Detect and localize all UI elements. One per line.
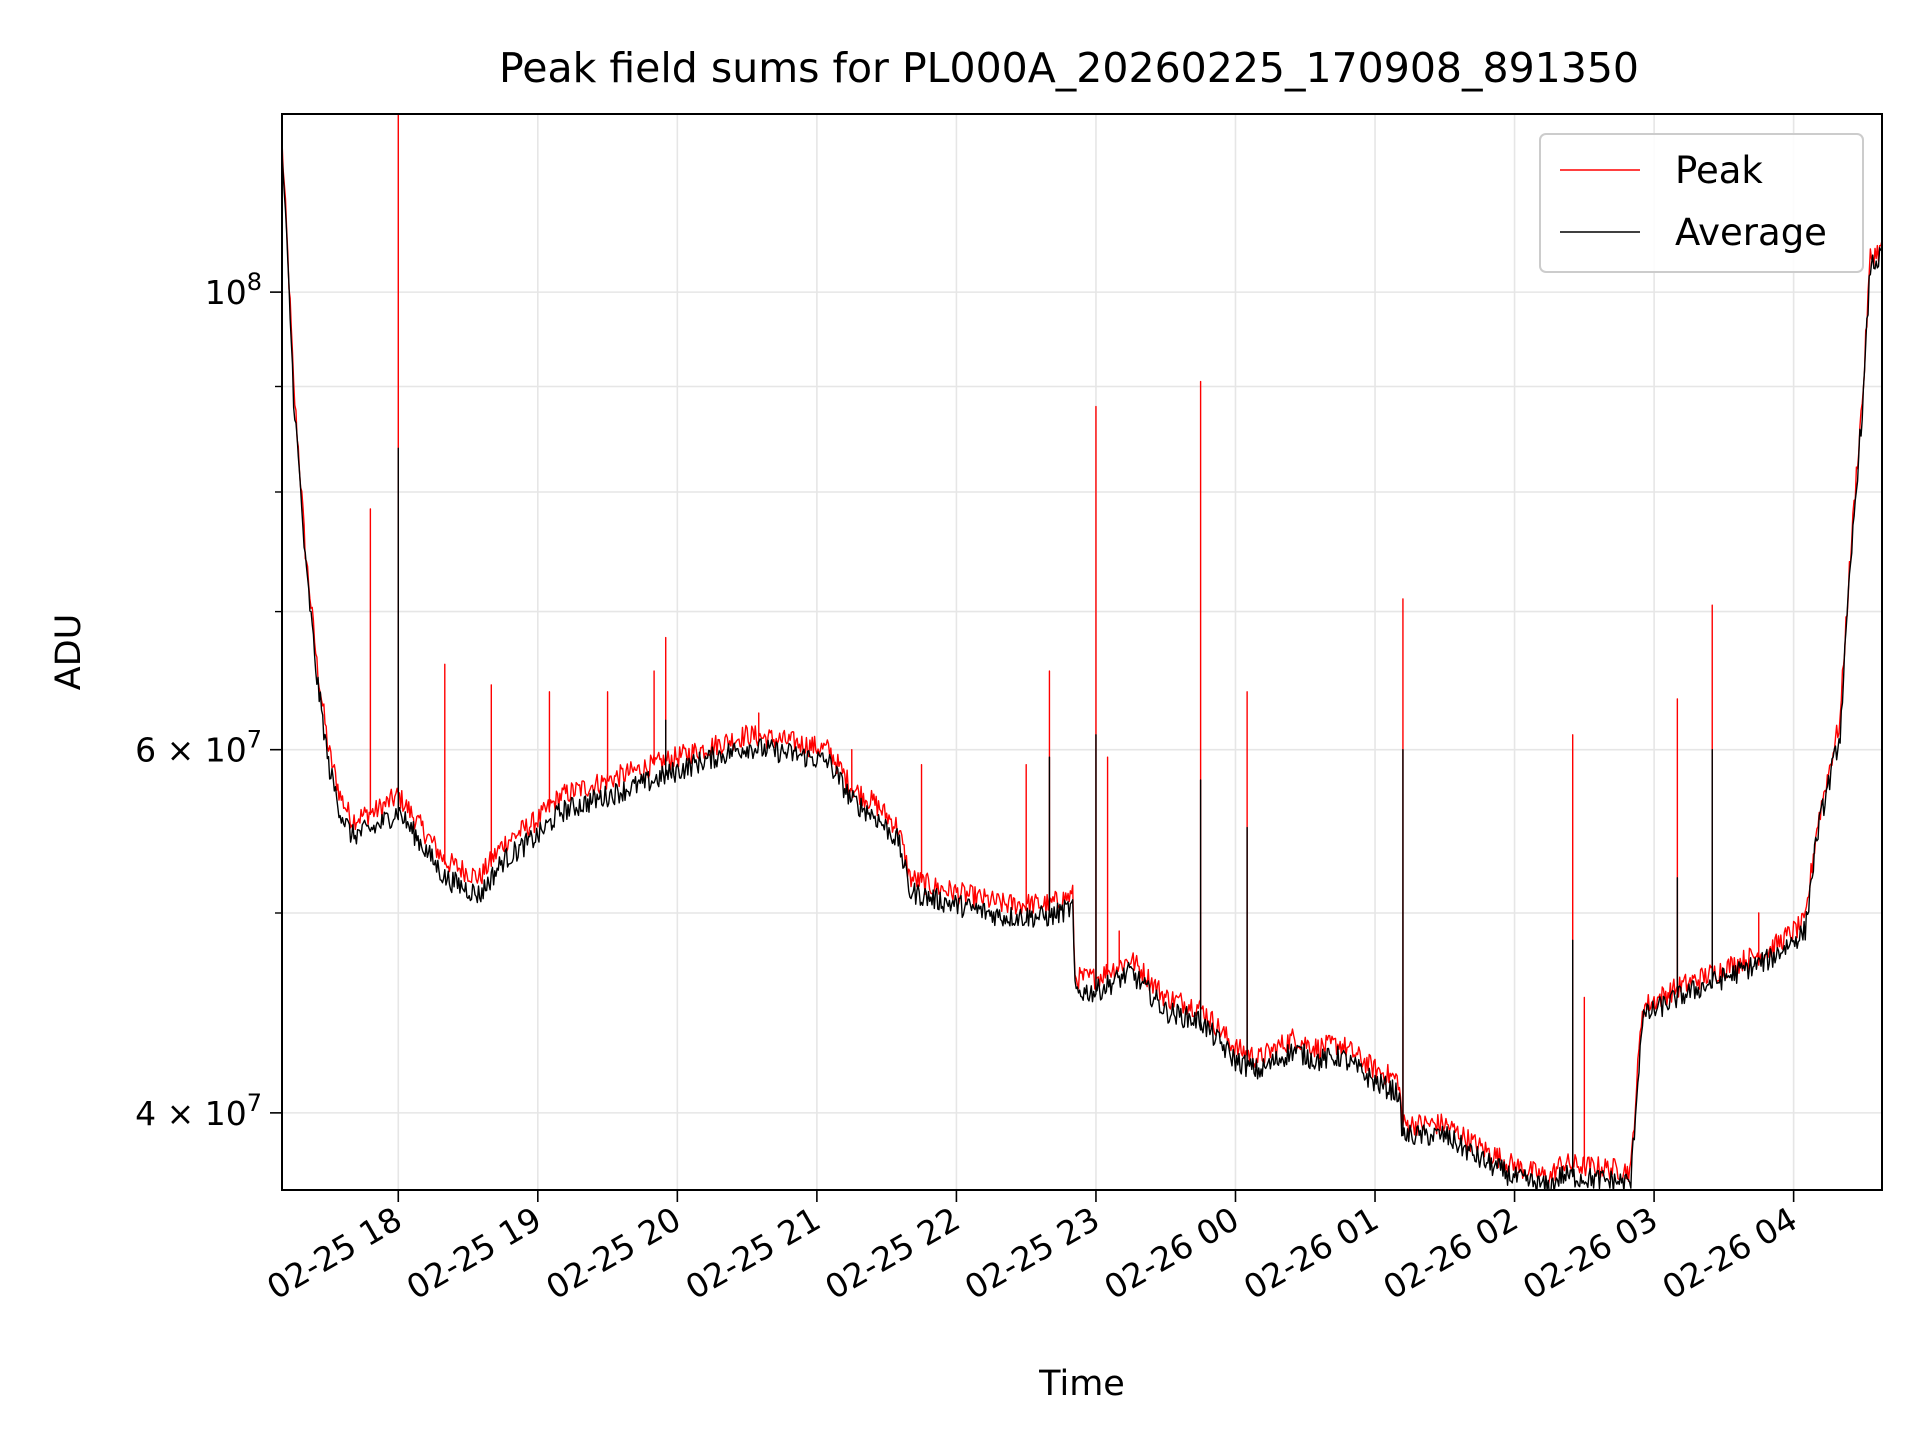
axes-frame	[281, 113, 1883, 1191]
y-axis-label: ADU	[49, 614, 89, 691]
grid	[282, 114, 1882, 1190]
plot-lines	[282, 114, 1882, 1190]
legend-label-peak: Peak	[1675, 149, 1763, 192]
y-tick-label: 6 × 107	[135, 726, 262, 770]
series-line-peak	[282, 114, 1882, 1187]
legend-box	[1539, 133, 1864, 273]
y-tick-label: 4 × 107	[135, 1089, 262, 1133]
legend-label-average: Average	[1675, 211, 1827, 254]
legend: Peak Average	[1539, 133, 1864, 273]
y-tick-label: 108	[205, 268, 262, 312]
series-line-average	[282, 153, 1882, 1190]
x-axis-label: Time	[1038, 1364, 1125, 1404]
chart-title: Peak field sums for PL000A_20260225_1709…	[499, 44, 1639, 92]
